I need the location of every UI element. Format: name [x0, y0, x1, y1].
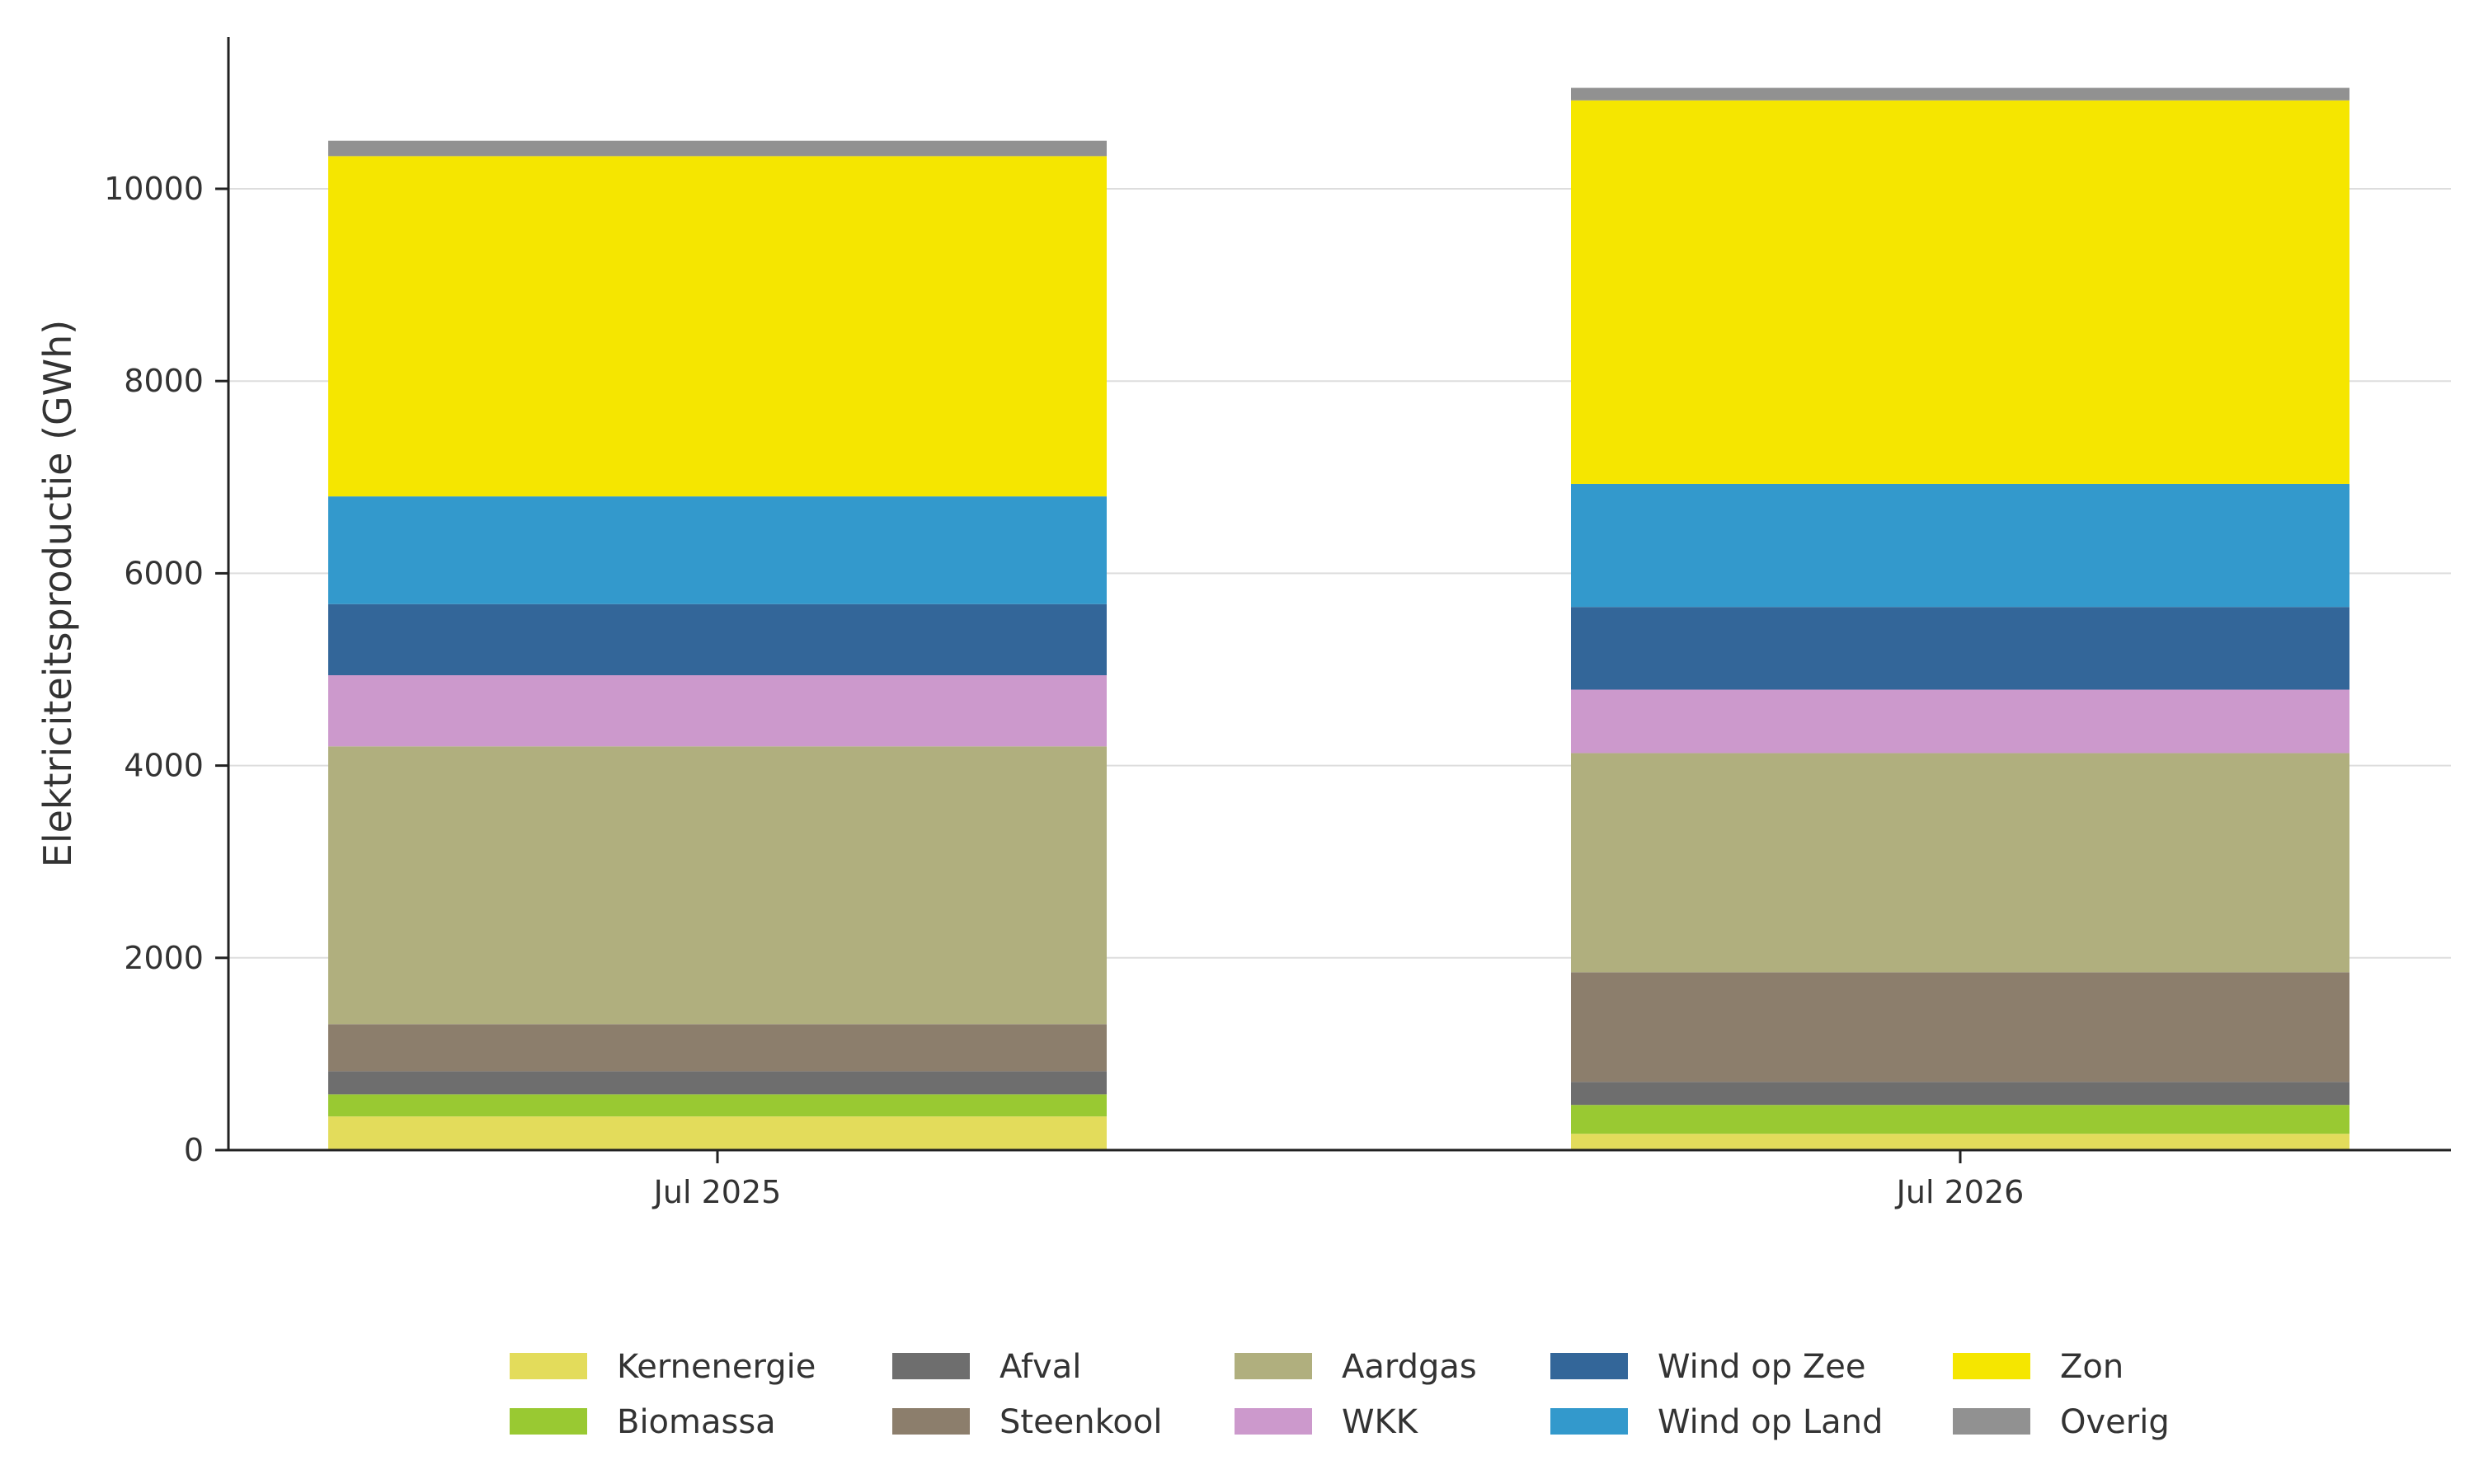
- legend-swatch: [510, 1353, 587, 1379]
- legend-swatch: [1235, 1353, 1312, 1379]
- bar-segment: [1571, 1105, 2349, 1134]
- y-tick-label: 6000: [124, 555, 204, 591]
- legend-item: Wind op Land: [1550, 1403, 1883, 1441]
- y-tick-label: 2000: [124, 940, 204, 976]
- y-tick-label: 0: [184, 1132, 204, 1168]
- legend-item: Steenkool: [892, 1403, 1162, 1441]
- legend-swatch: [510, 1408, 587, 1435]
- legend-label: Steenkool: [999, 1403, 1162, 1441]
- bar-segment: [328, 603, 1107, 675]
- bar-segment: [328, 746, 1107, 1025]
- bar-stacks: [328, 87, 2349, 1150]
- bar-segment: [328, 156, 1107, 497]
- legend-item: WKK: [1235, 1403, 1419, 1441]
- x-tick-label: Jul 2026: [1895, 1174, 2025, 1210]
- legend-item: Wind op Zee: [1550, 1348, 1865, 1386]
- y-tick-label: 4000: [124, 748, 204, 784]
- legend-label: Wind op Land: [1658, 1403, 1883, 1441]
- bar-segment: [1571, 689, 2349, 754]
- legend-label: WKK: [1342, 1403, 1419, 1441]
- legend: Kernenergie Biomassa Afval Steenkool Aardgas…: [510, 1348, 2170, 1441]
- y-axis-title: Elektriciteitsproductie (GWh): [35, 320, 80, 868]
- legend-swatch: [1235, 1408, 1312, 1435]
- legend-swatch: [892, 1353, 970, 1379]
- legend-label: Afval: [999, 1348, 1081, 1386]
- bar-stack: [1571, 87, 2349, 1150]
- legend-label: Wind op Zee: [1658, 1348, 1865, 1386]
- bar-stack: [328, 140, 1107, 1150]
- legend-label: Biomassa: [617, 1403, 776, 1441]
- bar-segment: [1571, 753, 2349, 973]
- legend-item: Aardgas: [1235, 1348, 1477, 1386]
- legend-item: Overig: [1953, 1403, 2170, 1441]
- bar-segment: [328, 1116, 1107, 1150]
- y-axis-ticks: 0 2000 4000 6000 8000 10000: [104, 171, 228, 1168]
- legend-label: Kernenergie: [617, 1348, 816, 1386]
- bar-segment: [1571, 972, 2349, 1082]
- legend-item: Biomassa: [510, 1403, 776, 1441]
- bar-segment: [328, 1094, 1107, 1117]
- bar-segment: [328, 674, 1107, 747]
- bar-segment: [1571, 100, 2349, 484]
- legend-item: Zon: [1953, 1348, 2124, 1386]
- bar-segment: [1571, 87, 2349, 101]
- bar-segment: [1571, 607, 2349, 690]
- legend-label: Zon: [2060, 1348, 2124, 1386]
- bar-segment: [1571, 483, 2349, 608]
- x-tick-label: Jul 2025: [652, 1174, 782, 1210]
- bar-segment: [328, 496, 1107, 604]
- x-axis-ticks: Jul 2025 Jul 2026: [652, 1150, 2025, 1210]
- bar-segment: [328, 1024, 1107, 1072]
- y-tick-label: 8000: [124, 363, 204, 399]
- bar-segment: [328, 140, 1107, 157]
- bar-segment: [328, 1071, 1107, 1095]
- legend-swatch: [1550, 1353, 1628, 1379]
- legend-item: Afval: [892, 1348, 1081, 1386]
- legend-label: Overig: [2060, 1403, 2170, 1441]
- legend-label: Aardgas: [1342, 1348, 1477, 1386]
- y-tick-label: 10000: [104, 171, 204, 207]
- legend-item: Kernenergie: [510, 1348, 816, 1386]
- bar-segment: [1571, 1082, 2349, 1106]
- legend-swatch: [1953, 1353, 2030, 1379]
- legend-swatch: [892, 1408, 970, 1435]
- axes: [227, 37, 2451, 1152]
- legend-swatch: [1953, 1408, 2030, 1435]
- legend-swatch: [1550, 1408, 1628, 1435]
- bar-segment: [1571, 1134, 2349, 1150]
